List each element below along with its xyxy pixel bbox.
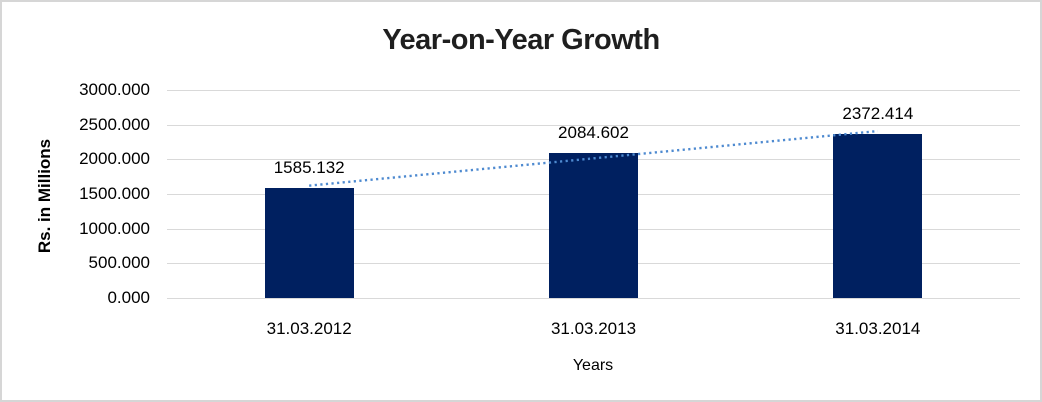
bar-data-label: 1585.132: [273, 158, 345, 178]
y-tick-label: 2500.000: [79, 114, 150, 134]
bar-31.03.2012: [264, 188, 354, 298]
y-tick-label: 0.000: [107, 288, 150, 307]
gridline: [167, 124, 1020, 126]
y-tick-label: 1000.000: [79, 218, 150, 238]
bar-data-label: 2084.602: [558, 123, 629, 143]
bar-31.03.2014: [833, 133, 923, 298]
gridline: [167, 90, 1020, 91]
x-axis-title: Years: [572, 357, 614, 374]
x-tick-label: 31.03.2012: [266, 319, 352, 338]
y-tick-label: 500.000: [88, 253, 150, 273]
x-tick-label: 31.03.2013: [550, 319, 637, 338]
x-tick-label: 31.03.2014: [835, 319, 921, 338]
y-tick-label: 2000.000: [79, 149, 150, 169]
chart-title: Year-on-Year Growth: [382, 24, 660, 56]
plot-area: 1585.132 2084.602 2372.414: [167, 90, 1020, 299]
gridline: [167, 298, 1020, 299]
y-tick-label: 3000.000: [79, 80, 150, 99]
y-tick-label: 1500.000: [79, 184, 150, 203]
y-axis-title: Rs. in Millions: [35, 138, 54, 254]
bar-data-label: 2372.414: [842, 103, 914, 123]
bar-31.03.2013: [549, 153, 638, 298]
